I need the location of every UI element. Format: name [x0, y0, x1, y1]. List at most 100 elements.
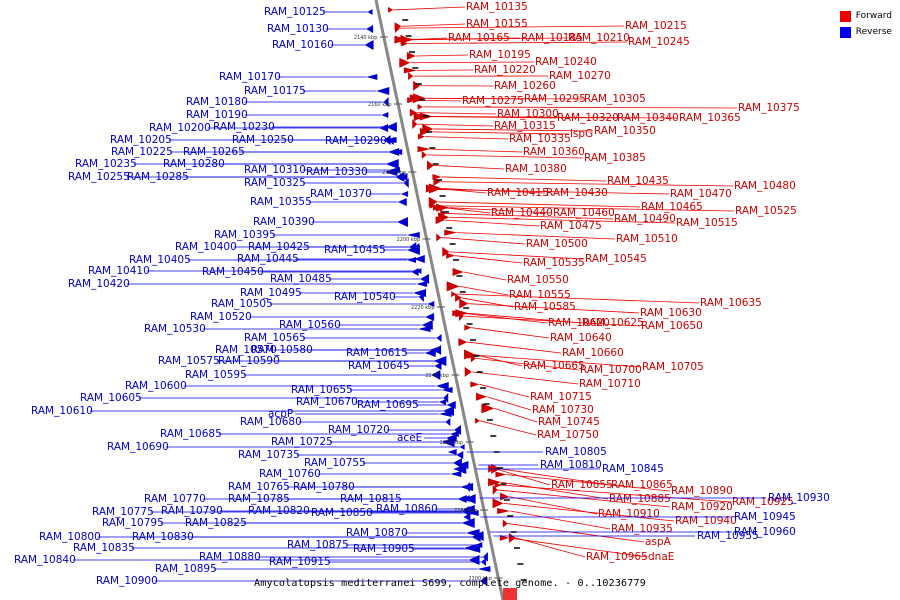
reverse-gene-label[interactable]: RAM_10410 [88, 265, 150, 277]
forward-gene-label[interactable]: RAM_10890 [671, 485, 733, 497]
reverse-gene-label[interactable]: RAM_10255 [68, 171, 130, 183]
forward-gene-label[interactable]: RAM_10360 [523, 146, 585, 158]
reverse-gene-label[interactable]: RAM_10370 [310, 188, 372, 200]
forward-gene-label[interactable]: RAM_10165 [448, 32, 510, 44]
forward-gene-label[interactable]: RAM_10660 [562, 347, 624, 359]
reverse-gene-label[interactable]: RAM_10560 [279, 319, 341, 331]
reverse-gene-label[interactable]: RAM_10720 [328, 424, 390, 436]
forward-gene-label[interactable]: aspA [645, 536, 672, 548]
reverse-gene-label[interactable]: RAM_10280 [163, 158, 225, 170]
reverse-gene-label[interactable]: RAM_10875 [287, 539, 349, 551]
forward-gene-label[interactable]: RAM_10550 [507, 274, 569, 286]
forward-gene-label[interactable]: RAM_10940 [675, 515, 737, 527]
forward-gene-label[interactable]: RAM_10460 [553, 207, 615, 219]
reverse-gene-label[interactable]: RAM_10205 [110, 134, 172, 146]
reverse-gene-label[interactable]: RAM_10870 [346, 527, 408, 539]
forward-gene-label[interactable]: RAM_10350 [594, 125, 656, 137]
forward-gene-label[interactable]: RAM_10465 [641, 201, 703, 213]
reverse-gene-label[interactable]: RAM_10570 [215, 344, 277, 356]
forward-gene-label[interactable]: RAM_10245 [628, 36, 690, 48]
reverse-gene-label[interactable]: RAM_10400 [175, 241, 237, 253]
reverse-gene-label[interactable]: RAM_10645 [348, 360, 410, 372]
forward-gene-label[interactable]: RAM_10430 [546, 187, 608, 199]
forward-gene-label[interactable]: RAM_10380 [505, 163, 567, 175]
reverse-gene-label[interactable]: RAM_10805 [545, 446, 607, 458]
forward-gene-label[interactable]: RAM_10385 [584, 152, 646, 164]
forward-gene-label[interactable]: RAM_10315 [494, 120, 556, 132]
forward-gene-label[interactable]: RAM_10635 [700, 297, 762, 309]
forward-gene-label[interactable]: RAM_10925 [732, 496, 794, 508]
forward-gene-label[interactable]: RAM_10865 [611, 479, 673, 491]
forward-gene-label[interactable]: RAM_10480 [734, 180, 796, 192]
forward-gene-label[interactable]: RAM_10305 [584, 93, 646, 105]
forward-gene-label[interactable]: RAM_10470 [670, 188, 732, 200]
forward-gene-label[interactable]: RAM_10525 [735, 205, 797, 217]
reverse-gene-label[interactable]: RAM_10455 [324, 244, 386, 256]
forward-gene-label[interactable]: RAM_10555 [509, 289, 571, 301]
reverse-gene-label[interactable]: RAM_10485 [270, 273, 332, 285]
reverse-gene-label[interactable]: RAM_10915 [269, 556, 331, 568]
forward-gene-label[interactable]: RAM_10920 [671, 501, 733, 513]
reverse-gene-label[interactable]: RAM_10310 [244, 164, 306, 176]
forward-gene-label[interactable]: RAM_10270 [549, 70, 611, 82]
forward-gene-label[interactable]: RAM_10515 [676, 217, 738, 229]
forward-gene-label[interactable]: RAM_10440 [491, 207, 553, 219]
reverse-gene-label[interactable]: RAM_10670 [296, 396, 358, 408]
reverse-gene-label[interactable]: RAM_10765 [228, 481, 290, 493]
forward-gene-label[interactable]: RAM_10665 [523, 360, 585, 372]
forward-gene-label[interactable]: dnaE [648, 551, 674, 563]
reverse-gene-label[interactable]: RAM_10125 [264, 6, 326, 18]
forward-gene-label[interactable]: RAM_10730 [532, 404, 594, 416]
forward-gene-label[interactable]: RAM_10210 [568, 32, 630, 44]
reverse-gene-label[interactable]: RAM_10880 [199, 551, 261, 563]
reverse-gene-label[interactable]: RAM_10815 [340, 493, 402, 505]
reverse-gene-label[interactable]: RAM_10830 [132, 531, 194, 543]
forward-gene-label[interactable]: RAM_10475 [540, 220, 602, 232]
forward-gene-label[interactable]: RAM_10365 [679, 112, 741, 124]
reverse-gene-label[interactable]: RAM_10200 [149, 122, 211, 134]
reverse-gene-label[interactable]: RAM_10325 [244, 177, 306, 189]
reverse-gene-label[interactable]: RAM_10845 [602, 463, 664, 475]
forward-gene-label[interactable]: RAM_10630 [640, 307, 702, 319]
reverse-gene-label[interactable]: RAM_10655 [291, 384, 353, 396]
reverse-gene-label[interactable]: RAM_10330 [306, 166, 368, 178]
forward-gene-label[interactable]: RAM_10195 [469, 49, 531, 61]
reverse-gene-label[interactable]: RAM_10265 [183, 146, 245, 158]
reverse-gene-label[interactable]: RAM_10170 [219, 71, 281, 83]
forward-gene-label[interactable]: RAM_10745 [538, 416, 600, 428]
forward-gene-label[interactable]: RAM_10415 [487, 187, 549, 199]
forward-gene-label[interactable]: RAM_10260 [494, 80, 556, 92]
reverse-gene-label[interactable]: RAM_10775 [92, 506, 154, 518]
reverse-gene-label[interactable]: RAM_10810 [540, 459, 602, 471]
reverse-gene-label[interactable]: RAM_10595 [185, 369, 247, 381]
reverse-gene-label[interactable]: RAM_10835 [73, 542, 135, 554]
reverse-gene-label[interactable]: RAM_10405 [129, 254, 191, 266]
reverse-gene-label[interactable]: RAM_10390 [253, 216, 315, 228]
forward-gene-label[interactable]: RAM_10715 [530, 391, 592, 403]
forward-gene-label[interactable]: RAM_10750 [537, 429, 599, 441]
reverse-gene-label[interactable]: RAM_10755 [304, 457, 366, 469]
reverse-gene-label[interactable]: RAM_10795 [102, 517, 164, 529]
reverse-gene-label[interactable]: RAM_10175 [244, 85, 306, 97]
reverse-gene-label[interactable]: RAM_10930 [768, 492, 830, 504]
forward-gene-label[interactable]: RAM_10710 [579, 378, 641, 390]
forward-gene-label[interactable]: RAM_10375 [738, 102, 800, 114]
reverse-gene-label[interactable]: RAM_10530 [144, 323, 206, 335]
reverse-gene-label[interactable]: RAM_10780 [293, 481, 355, 493]
reverse-gene-label[interactable]: RAM_10540 [334, 291, 396, 303]
reverse-gene-label[interactable]: RAM_10860 [376, 503, 438, 515]
reverse-gene-label[interactable]: RAM_10820 [248, 505, 310, 517]
reverse-gene-label[interactable]: RAM_10520 [190, 311, 252, 323]
reverse-gene-label[interactable]: RAM_10825 [185, 517, 247, 529]
forward-gene-label[interactable]: RAM_10335 [509, 133, 571, 145]
forward-gene-label[interactable]: RAM_10215 [625, 20, 687, 32]
forward-gene-label[interactable]: RAM_10220 [474, 64, 536, 76]
reverse-gene-label[interactable]: RAM_10580 [251, 344, 313, 356]
forward-gene-label[interactable]: RAM_10885 [609, 493, 671, 505]
reverse-gene-label[interactable]: RAM_10160 [272, 39, 334, 51]
reverse-gene-label[interactable]: RAM_10960 [734, 526, 796, 538]
forward-gene-label[interactable]: RAM_10240 [535, 56, 597, 68]
reverse-gene-label[interactable]: RAM_10445 [237, 253, 299, 265]
reverse-gene-label[interactable]: RAM_10615 [346, 347, 408, 359]
forward-gene-label[interactable]: RAM_10640 [550, 332, 612, 344]
